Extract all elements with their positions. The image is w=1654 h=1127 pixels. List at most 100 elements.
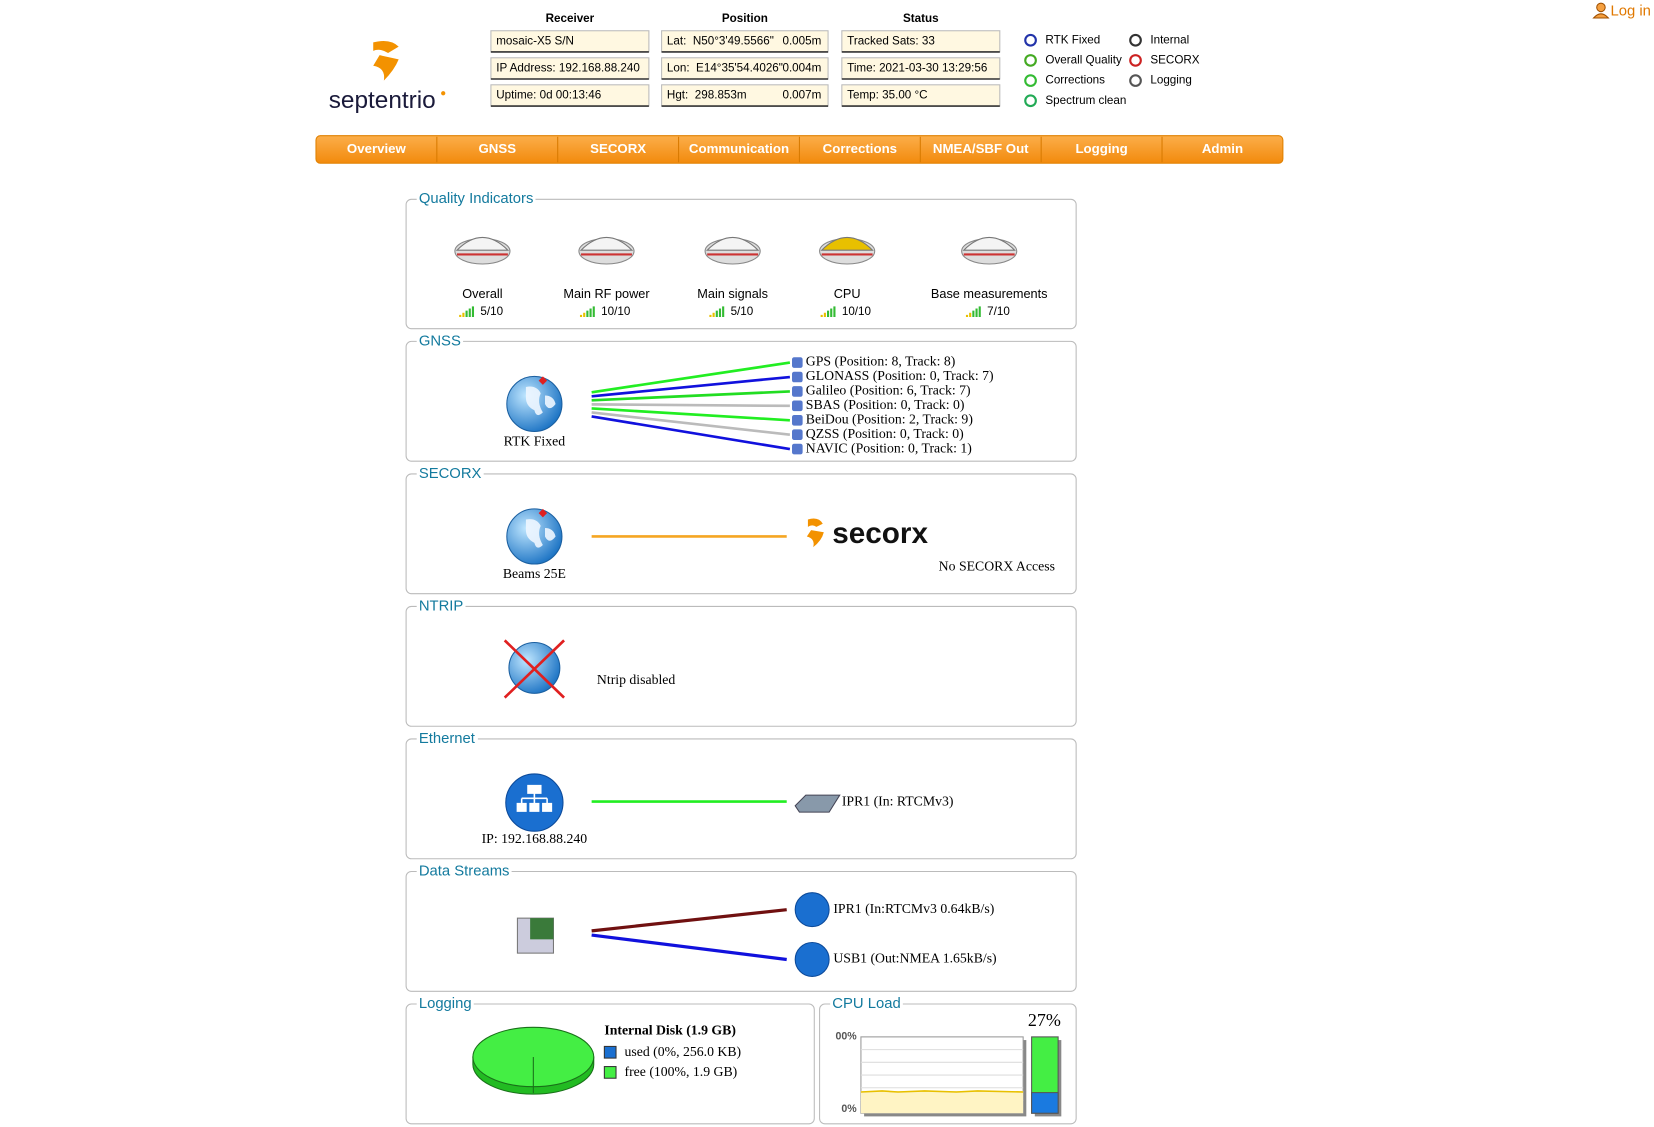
panel-title-bg bbox=[416, 736, 478, 742]
panel-title: CPU Load bbox=[832, 996, 900, 1012]
signal-line bbox=[591, 411, 791, 437]
satellite-icon bbox=[792, 371, 803, 383]
legend-icon bbox=[1024, 74, 1037, 87]
panel bbox=[405, 473, 1077, 595]
nav-item[interactable]: Logging bbox=[1075, 141, 1127, 156]
panel bbox=[405, 1003, 815, 1125]
signal-line bbox=[591, 407, 790, 422]
table-value: Uptime: 0d 00:13:46 bbox=[496, 88, 601, 101]
satellite-icon bbox=[792, 386, 803, 397]
quality-score: 10/10 bbox=[601, 305, 631, 318]
cpu-axis-label: 0% bbox=[841, 1103, 857, 1115]
quality-bars bbox=[465, 310, 468, 318]
position-accuracy: 0.004m bbox=[782, 61, 821, 74]
panel-title-bg bbox=[416, 1001, 474, 1007]
quality-bars bbox=[718, 308, 722, 318]
device-icon bbox=[794, 794, 841, 813]
disk-title: Internal Disk (1.9 GB) bbox=[604, 1023, 736, 1039]
user-icon-body bbox=[1592, 13, 1610, 19]
panel-title-bg bbox=[416, 339, 464, 344]
position-coordinate: Lon: E14°35'54.4026" bbox=[667, 61, 783, 74]
stream-line bbox=[591, 933, 787, 962]
constellation-label: NAVIC (Position: 0, Track: 1) bbox=[806, 440, 972, 456]
legend-label: SECORX bbox=[1150, 54, 1199, 67]
cpu-load-label: 27% bbox=[1028, 1010, 1061, 1030]
globe-pin bbox=[538, 508, 548, 518]
quality-name: Main RF power bbox=[563, 286, 650, 301]
legend-label: RTK Fixed bbox=[1045, 33, 1100, 46]
nav-item[interactable]: Admin bbox=[1202, 141, 1243, 156]
login-link[interactable]: Log in bbox=[1610, 4, 1650, 20]
quality-bars bbox=[589, 308, 592, 318]
panel bbox=[405, 605, 1077, 727]
quality-icon-top bbox=[455, 237, 510, 251]
globe-pin bbox=[538, 376, 548, 385]
panel-title-bg bbox=[830, 1001, 903, 1007]
constellation-label: BeiDou (Position: 2, Track: 9) bbox=[806, 411, 973, 427]
quality-bars bbox=[978, 306, 981, 318]
satellite-icon bbox=[792, 414, 803, 426]
quality-name: Overall bbox=[462, 286, 502, 301]
quality-bars bbox=[579, 314, 583, 318]
signal-line bbox=[591, 403, 790, 408]
satellite-icon bbox=[792, 443, 803, 455]
quality-bars bbox=[712, 312, 715, 318]
legend-icon bbox=[1024, 54, 1037, 67]
quality-bars bbox=[826, 310, 830, 318]
nav-item[interactable]: Corrections bbox=[823, 141, 897, 156]
constellation-label: Galileo (Position: 6, Track: 7) bbox=[806, 383, 971, 399]
globe-land bbox=[525, 519, 556, 548]
panel-title: Ethernet bbox=[419, 731, 476, 747]
table-title: Status bbox=[903, 12, 939, 25]
stream-icon bbox=[794, 941, 830, 977]
nav-item[interactable]: SECORX bbox=[590, 141, 646, 156]
legend-label: Spectrum clean bbox=[1045, 94, 1126, 107]
signal-line bbox=[591, 361, 791, 394]
logo-text: septentrio bbox=[329, 87, 436, 114]
constellation-label: GLONASS (Position: 0, Track: 7) bbox=[806, 368, 994, 384]
panel-title: GNSS bbox=[419, 333, 461, 349]
legend-icon bbox=[1129, 33, 1142, 47]
logo-mark bbox=[373, 40, 399, 81]
quality-icon-top bbox=[962, 237, 1016, 251]
legend-label: Corrections bbox=[1045, 74, 1105, 87]
nav-item[interactable]: Overview bbox=[347, 141, 407, 156]
quality-bars bbox=[709, 314, 712, 318]
nav-item[interactable]: GNSS bbox=[478, 141, 516, 156]
nav-item[interactable]: NMEA/SBF Out bbox=[933, 141, 1029, 156]
quality-bars bbox=[592, 306, 595, 318]
panel bbox=[405, 198, 1077, 330]
quality-bars bbox=[722, 306, 725, 318]
cpu-history-line bbox=[860, 1090, 1024, 1093]
signal-line bbox=[591, 390, 790, 402]
ethernet-link: IPR1 (In: RTCMv3) bbox=[842, 794, 954, 810]
disk-legend-label: used (0%, 256.0 KB) bbox=[625, 1044, 742, 1060]
legend-icon bbox=[1129, 54, 1142, 67]
cpu-axis-label: 00% bbox=[835, 1031, 857, 1043]
cpu-gauge-fill bbox=[1031, 1092, 1059, 1114]
disk-legend-swatch bbox=[603, 1066, 617, 1079]
table-title: Position bbox=[722, 12, 768, 25]
table-value: Time: 2021-03-30 13:29:56 bbox=[847, 61, 987, 74]
quality-bars bbox=[830, 308, 833, 318]
nav-item[interactable]: Communication bbox=[689, 141, 789, 156]
quality-score: 10/10 bbox=[842, 305, 872, 318]
table-title: Receiver bbox=[546, 12, 595, 25]
quality-bars bbox=[462, 312, 465, 318]
quality-bars bbox=[969, 312, 972, 318]
stream-line bbox=[591, 908, 787, 933]
secorx-message: No SECORX Access bbox=[939, 558, 1055, 573]
panel-title-bg bbox=[416, 604, 466, 609]
constellation-label: QZSS (Position: 0, Track: 0) bbox=[806, 426, 964, 442]
panel-title: Logging bbox=[419, 996, 472, 1012]
quality-bars bbox=[459, 314, 462, 318]
legend-label: Internal bbox=[1150, 33, 1189, 46]
table-value: Tracked Sats: 33 bbox=[847, 34, 935, 47]
quality-bars bbox=[823, 312, 826, 318]
quality-bars bbox=[972, 310, 975, 318]
satellite-icon bbox=[792, 357, 803, 368]
ntrip-message: Ntrip disabled bbox=[597, 672, 675, 687]
panel bbox=[405, 870, 1077, 992]
panel-title-bg bbox=[416, 197, 536, 202]
